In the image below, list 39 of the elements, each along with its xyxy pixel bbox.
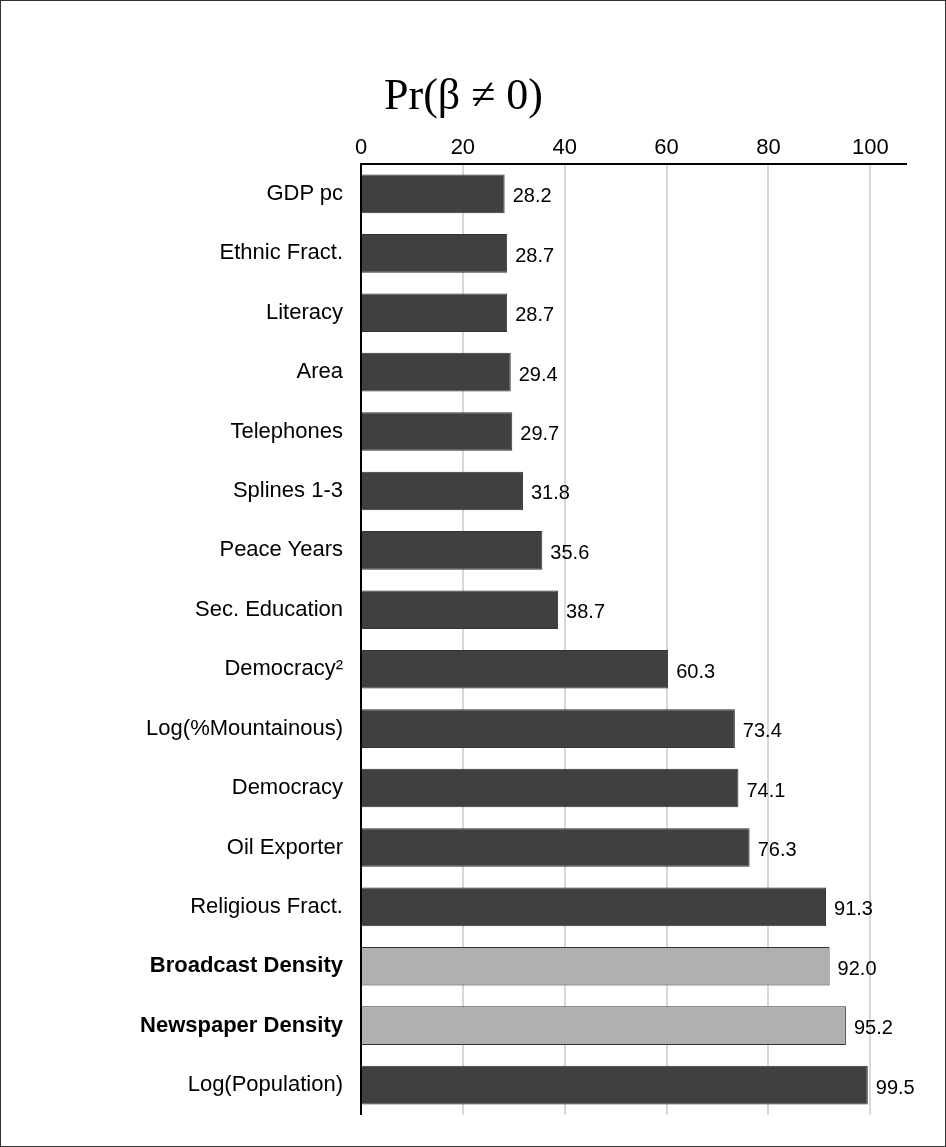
x-tick-label: 100	[851, 134, 889, 160]
y-tick-label: Splines 1-3	[232, 477, 343, 503]
data-label: 28.2	[512, 184, 552, 207]
data-label: 31.8	[530, 481, 570, 504]
y-tick-label: Log(Population)	[187, 1071, 343, 1097]
y-tick-label: Newspaper Density	[140, 1011, 344, 1037]
y-tick-label: Peace Years	[219, 536, 343, 562]
data-label: 60.3	[676, 659, 716, 682]
y-tick-label: Democracy	[231, 774, 343, 800]
y-tick-label: Sec. Education	[195, 595, 343, 621]
data-label: 91.3	[834, 897, 873, 920]
data-label: 28.7	[515, 243, 555, 266]
x-tick-label: 60	[654, 134, 679, 160]
y-tick-label: Broadcast Density	[149, 952, 344, 978]
y-tick-label: Ethnic Fract.	[219, 239, 343, 265]
data-label: 74.1	[746, 778, 786, 801]
data-label: 29.7	[520, 422, 560, 445]
y-tick-label: Literacy	[265, 298, 343, 324]
y-tick-label: Log(%Mountainous)	[146, 714, 343, 740]
y-tick-label: GDP pc	[266, 179, 343, 205]
data-label: 76.3	[757, 837, 797, 860]
data-label: 99.5	[875, 1075, 915, 1098]
y-tick-label: Oil Exporter	[226, 833, 343, 859]
y-tick-label: Telephones	[230, 417, 343, 443]
x-tick-label: 40	[552, 134, 577, 160]
data-label: 29.4	[518, 362, 558, 385]
y-tick-label: Democracy²	[224, 655, 343, 681]
data-label: 28.7	[515, 303, 555, 326]
x-tick-label: 20	[450, 134, 476, 160]
data-label: 92.0	[837, 956, 877, 979]
data-label: 35.6	[550, 540, 590, 563]
data-label: 38.7	[566, 600, 606, 623]
data-label: 95.2	[853, 1016, 893, 1039]
x-tick-label: 0	[354, 134, 368, 160]
y-tick-label: Area	[296, 358, 344, 384]
x-tick-label: 80	[756, 134, 781, 160]
data-label: 73.4	[742, 719, 782, 742]
chart-title: Pr(β ≠ 0)	[384, 69, 543, 119]
y-tick-label: Religious Fract.	[190, 892, 343, 918]
